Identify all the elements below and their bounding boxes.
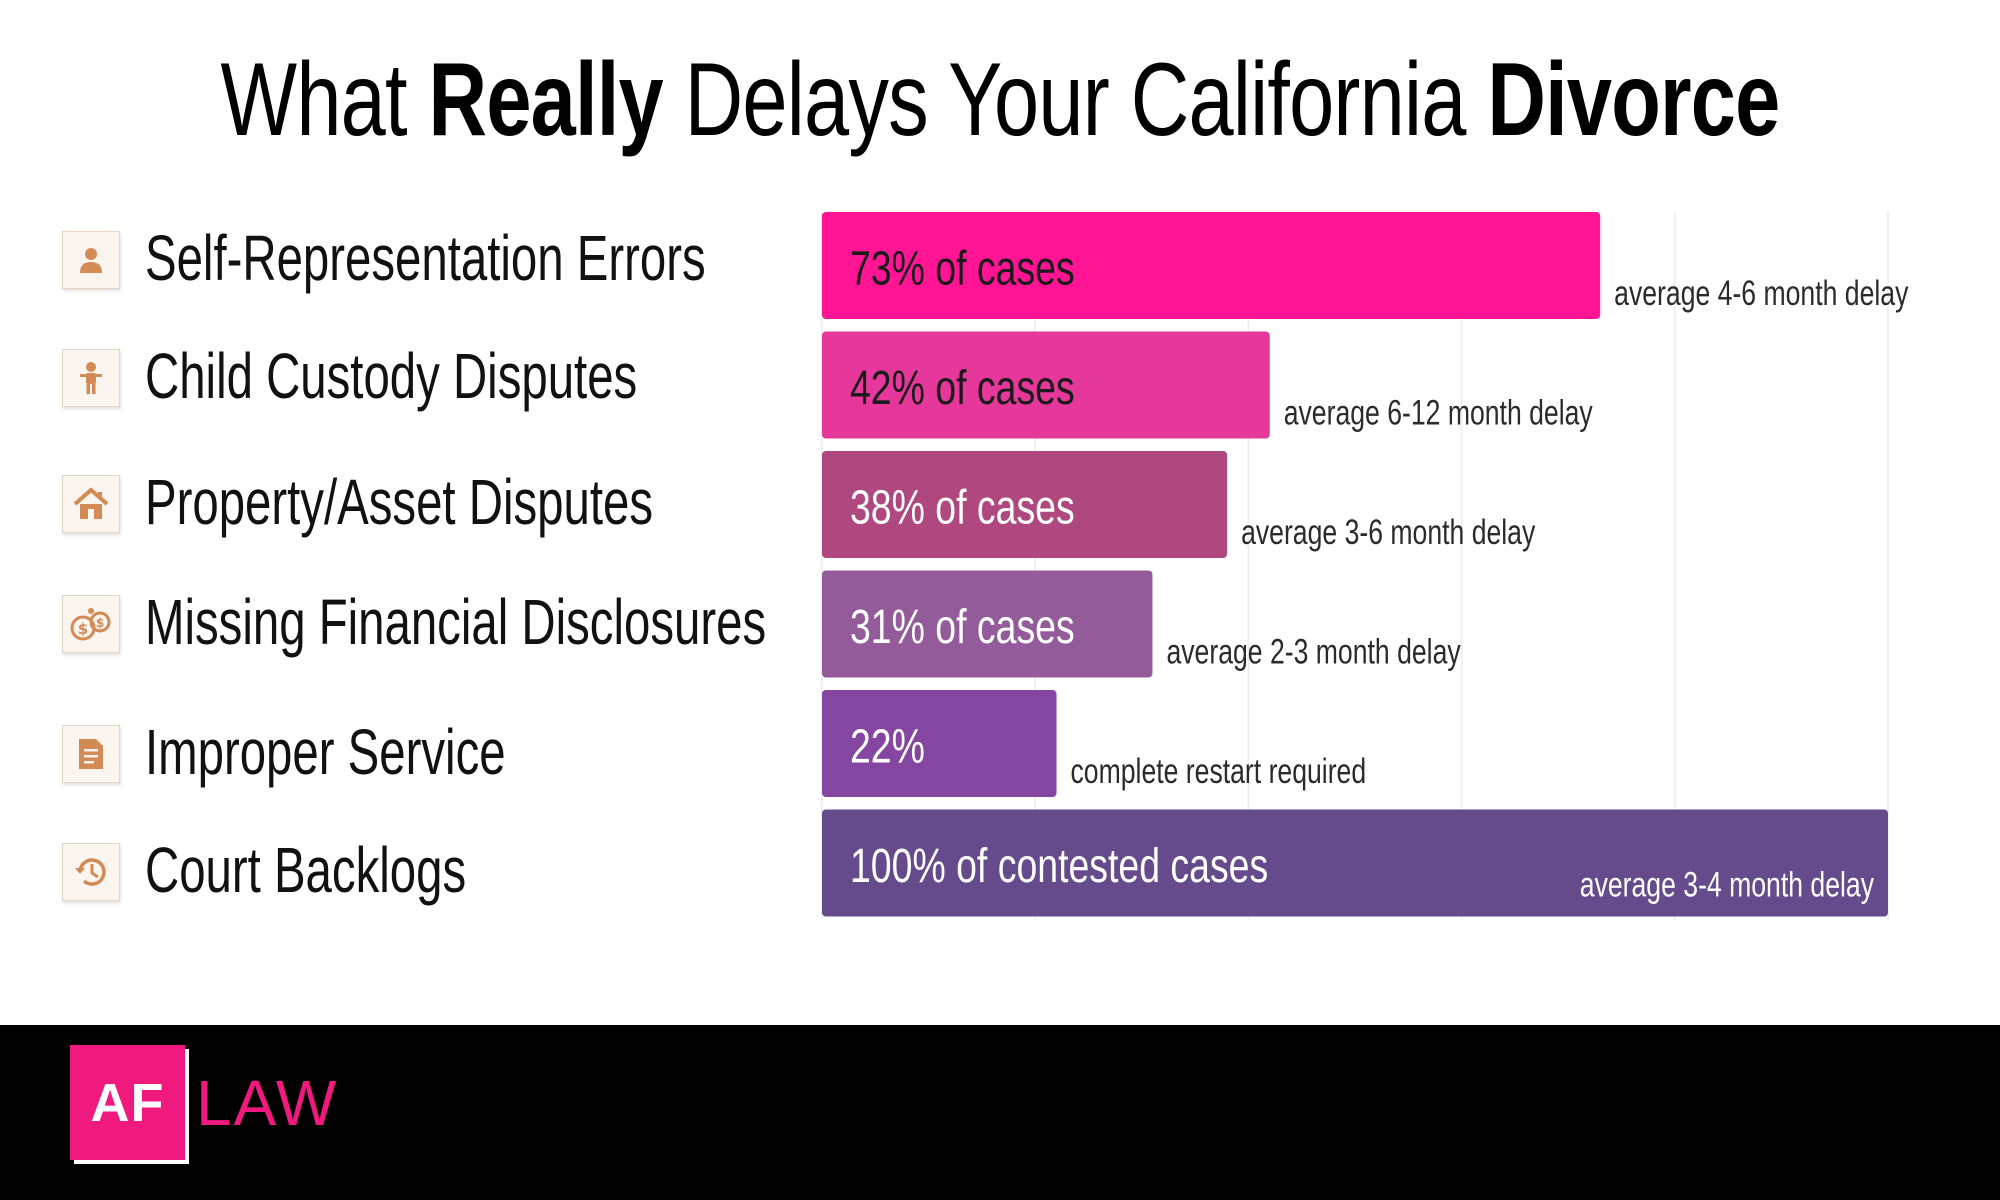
category-row: Child Custody Disputes	[60, 336, 800, 416]
house-icon	[62, 475, 120, 533]
category-label: Missing Financial Disclosures	[145, 586, 767, 658]
bar-annotation: average 3-4 month delay	[1580, 865, 1875, 904]
title-part-1: What	[220, 42, 429, 158]
bar	[822, 809, 1888, 917]
bar-value-label: 22%	[850, 720, 925, 774]
bar	[822, 331, 1270, 439]
bar-annotation: average 6-12 month delay	[1284, 393, 1593, 432]
bar-chart: 73% of cases average 4-6 month delay 42% o…	[821, 212, 1909, 919]
history-icon	[62, 843, 120, 901]
bar-value-label: 100% of contested cases	[850, 840, 1268, 894]
category-row: Court Backlogs	[60, 830, 800, 910]
title-part-2: Really	[428, 42, 664, 158]
person-icon	[62, 231, 120, 289]
document-icon	[62, 725, 120, 783]
bar-value-label: 38% of cases	[850, 481, 1075, 535]
bar-annotation: complete restart required	[1071, 752, 1367, 791]
title-part-3: Delays Your California	[662, 42, 1488, 158]
bar-annotation: average 3-6 month delay	[1241, 513, 1536, 552]
category-row: Property/Asset Disputes	[60, 462, 800, 542]
bar	[822, 690, 1057, 797]
bar-value-label: 73% of cases	[850, 242, 1075, 296]
bar-annotation: average 2-3 month delay	[1166, 632, 1461, 671]
logo-wordmark: LAW	[196, 1067, 339, 1139]
bar	[822, 212, 1601, 319]
child-icon	[62, 349, 120, 407]
page-title: What Really Delays Your California Divor…	[220, 30, 1781, 170]
category-label: Self-Representation Errors	[145, 222, 706, 294]
category-label: Property/Asset Disputes	[145, 466, 654, 538]
coins-icon: $ $	[62, 595, 120, 653]
bar-value-label: 31% of cases	[850, 601, 1075, 655]
bar-annotation: average 4-6 month delay	[1614, 274, 1909, 313]
category-label: Child Custody Disputes	[145, 340, 638, 412]
bar	[822, 451, 1228, 558]
bar	[822, 570, 1153, 678]
logo-mark: AF	[70, 1045, 185, 1160]
title-part-4: Divorce	[1487, 42, 1780, 158]
category-row: Improper Service	[60, 712, 800, 792]
bar-value-label: 42% of cases	[850, 362, 1075, 416]
category-row: $ $ Missing Financial Disclosures	[60, 582, 800, 662]
category-label: Improper Service	[145, 716, 506, 788]
svg-text:$: $	[78, 620, 88, 638]
svg-text:$: $	[96, 616, 104, 630]
category-label: Court Backlogs	[145, 834, 467, 906]
category-row: Self-Representation Errors	[60, 218, 800, 298]
footer-bar: AF LAW	[0, 1025, 2000, 1200]
